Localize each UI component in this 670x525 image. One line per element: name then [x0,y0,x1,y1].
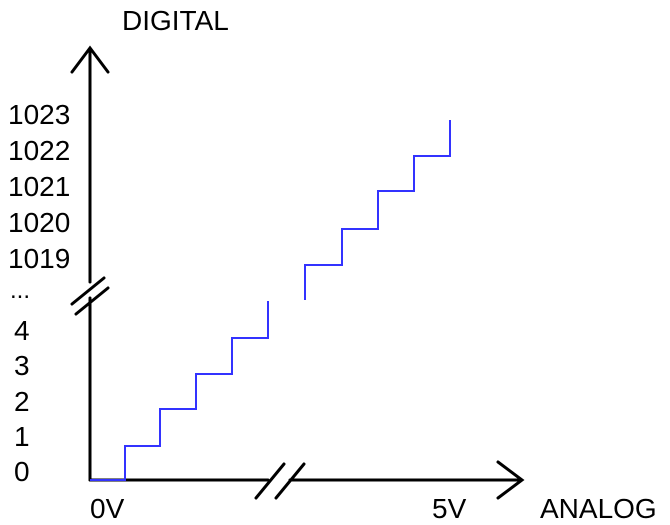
y-tick-label-2: 2 [14,386,30,417]
y-tick-label-0: 0 [14,456,30,487]
y-axis [70,45,110,482]
y-axis-break-mark-2 [74,286,110,316]
y-tick-ellipsis: ... [10,277,30,304]
y-tick-label-3: 3 [14,350,30,381]
y-tick-label-4: 4 [14,315,30,346]
staircase-upper-steps [304,120,451,300]
y-axis-arrowhead [70,45,110,74]
y-tick-label-1: 1 [14,421,30,452]
staircase [90,120,451,481]
x-axis-break-mark-2 [274,462,306,500]
y-tick-label-1021: 1021 [8,171,70,202]
x-tick-label-0v: 0V [90,493,125,524]
y-tick-label-1020: 1020 [8,207,70,238]
y-tick-label-1022: 1022 [8,135,70,166]
x-axis-arrowhead [496,460,525,500]
y-axis-title: DIGITAL [122,5,229,36]
x-tick-label-5v: 5V [432,493,467,524]
y-axis-break-mark-1 [70,276,106,306]
y-tick-label-1019: 1019 [8,243,70,274]
y-tick-label-1023: 1023 [8,99,70,130]
x-axis-title: ANALOG [540,493,657,524]
staircase-lower-steps [90,301,269,481]
x-axis-break-mark-1 [254,462,286,500]
